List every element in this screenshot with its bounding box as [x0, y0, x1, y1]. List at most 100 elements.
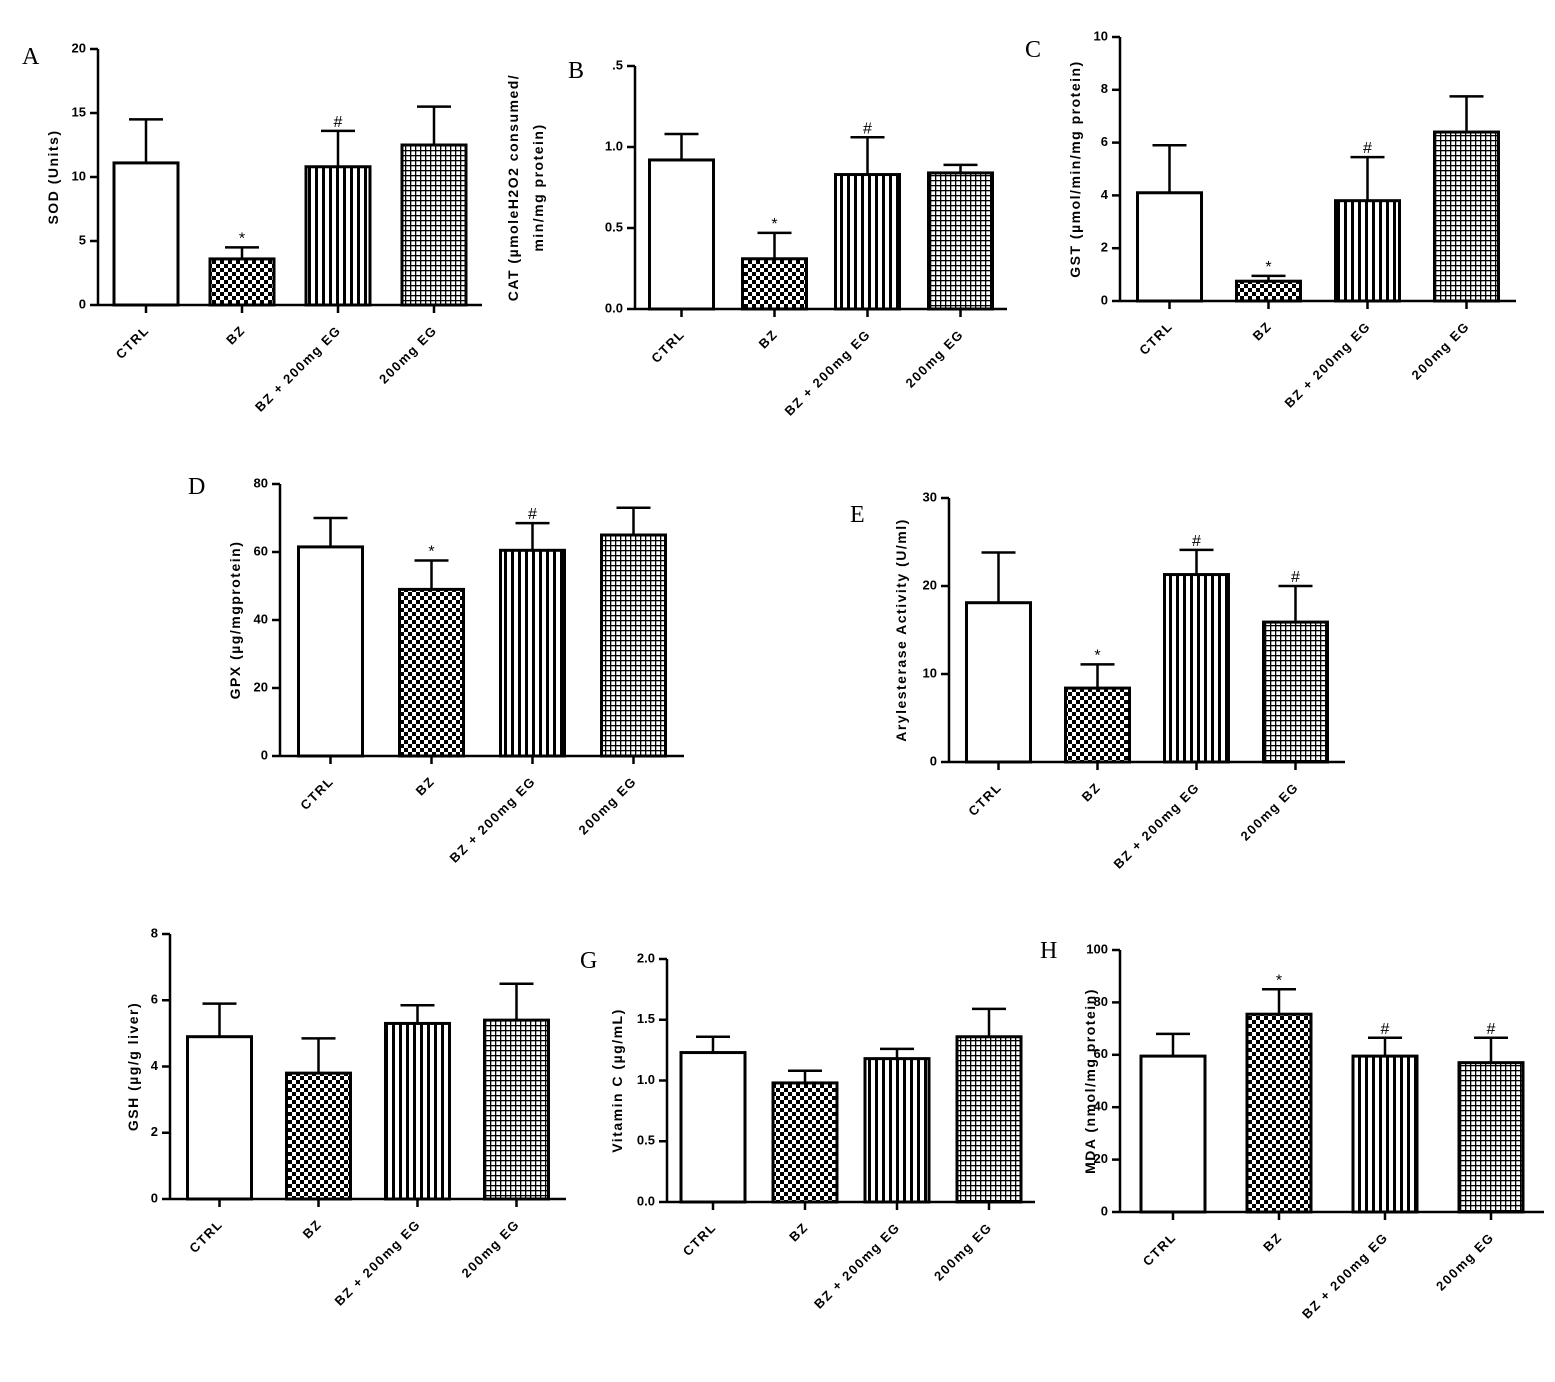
x-tick-label: 200mg EG — [903, 327, 967, 391]
bar — [1064, 686, 1131, 764]
bar — [600, 533, 667, 758]
x-tick-label: BZ + 200mg EG — [811, 1220, 903, 1312]
bar — [1457, 1061, 1525, 1214]
y-tick-label: 0 — [1101, 1203, 1108, 1218]
y-tick-label: 20 — [72, 40, 86, 55]
y-tick-label: 80 — [254, 475, 268, 490]
bar — [863, 1057, 931, 1204]
y-tick-label: 20 — [254, 679, 268, 694]
significance-mark: * — [1094, 647, 1100, 664]
x-tick-label: BZ — [1260, 1230, 1285, 1255]
significance-mark: # — [334, 114, 343, 131]
bar — [1262, 620, 1329, 764]
y-tick-label: 1.0 — [637, 1072, 655, 1087]
bar — [834, 173, 901, 311]
significance-mark: * — [239, 230, 245, 247]
bar — [1245, 1012, 1313, 1214]
x-tick-label: CTRL — [1140, 1230, 1179, 1269]
bar — [1163, 573, 1230, 764]
significance-mark: # — [1291, 569, 1300, 586]
x-tick-label: BZ — [786, 1220, 811, 1245]
significance-mark: # — [863, 120, 872, 137]
bar — [1139, 1054, 1207, 1214]
x-tick-label: 200mg EG — [1238, 780, 1302, 844]
y-axis-label: GST (µmol/min/mg protein) — [1067, 60, 1083, 277]
y-tick-label: 2.0 — [637, 950, 655, 965]
x-tick-label: CTRL — [965, 780, 1004, 819]
significance-mark: # — [1363, 140, 1372, 157]
y-tick-label: 2 — [151, 1124, 158, 1139]
panel-letter: D — [188, 474, 205, 500]
x-tick-label: 200mg EG — [931, 1220, 995, 1284]
y-axis-label: GSH (µg/g liver) — [125, 1002, 141, 1131]
y-tick-label: 0.5 — [605, 219, 623, 234]
x-tick-label: BZ + 200mg EG — [1282, 319, 1374, 411]
y-tick-label: 0.5 — [637, 1133, 655, 1148]
bar — [499, 548, 566, 758]
x-tick-label: BZ + 200mg EG — [252, 323, 344, 415]
x-tick-label: 200mg EG — [376, 323, 440, 387]
significance-mark: # — [1381, 1021, 1390, 1038]
bar — [304, 165, 372, 307]
bar — [965, 601, 1032, 764]
x-tick-label: CTRL — [297, 774, 336, 813]
panel-letter: H — [1040, 938, 1057, 964]
significance-mark: # — [1192, 533, 1201, 550]
y-tick-label: 8 — [1101, 81, 1108, 96]
y-tick-label: 0 — [79, 296, 86, 311]
panel-letter: A — [22, 44, 40, 70]
bar — [771, 1081, 839, 1204]
bar — [1334, 199, 1401, 303]
y-tick-label: 2 — [1101, 240, 1108, 255]
bar — [400, 143, 468, 307]
y-tick-label: 40 — [1094, 1099, 1108, 1114]
bar — [679, 1051, 747, 1204]
y-axis-label: SOD (Units) — [45, 129, 61, 224]
y-axis-label: min/mg protein) — [530, 123, 546, 251]
bar — [1351, 1054, 1419, 1214]
bar — [384, 1021, 451, 1201]
significance-mark: * — [428, 544, 434, 561]
x-tick-label: BZ — [223, 323, 248, 348]
x-tick-label: BZ + 200mg EG — [1111, 780, 1203, 872]
y-tick-label: 20 — [1094, 1151, 1108, 1166]
panel-letter: C — [1025, 37, 1041, 63]
y-tick-label: 30 — [923, 489, 937, 504]
x-tick-label: BZ — [756, 327, 781, 352]
y-tick-label: 80 — [1094, 994, 1108, 1009]
y-tick-label: 10 — [923, 665, 937, 680]
y-tick-label: 1.0 — [605, 138, 623, 153]
y-tick-label: .5 — [612, 57, 623, 72]
y-tick-label: 4 — [151, 1058, 159, 1073]
x-tick-label: CTRL — [1136, 319, 1175, 358]
y-tick-label: 60 — [1094, 1046, 1108, 1061]
y-tick-label: 100 — [1086, 941, 1108, 956]
panel-letter: E — [850, 502, 865, 528]
y-tick-label: 10 — [72, 168, 86, 183]
y-tick-label: 10 — [1094, 28, 1108, 43]
significance-mark: * — [771, 216, 777, 233]
bar — [483, 1018, 550, 1201]
y-tick-label: 0 — [1101, 292, 1108, 307]
bar — [955, 1035, 1023, 1204]
bar — [648, 158, 715, 311]
y-tick-label: 0.0 — [637, 1193, 655, 1208]
bar — [741, 257, 808, 311]
y-tick-label: 0.0 — [605, 300, 623, 315]
bar — [927, 171, 994, 311]
x-tick-label: CTRL — [186, 1217, 225, 1256]
y-tick-label: 15 — [72, 104, 86, 119]
y-axis-label: MDA (nmol/mg protein) — [1082, 988, 1098, 1174]
bar — [1136, 191, 1203, 303]
y-axis-label: Vitamin C (µg/mL) — [609, 1008, 625, 1153]
x-tick-label: BZ + 200mg EG — [1299, 1230, 1391, 1322]
bar — [186, 1035, 253, 1201]
x-tick-label: CTRL — [648, 327, 687, 366]
y-tick-label: 0 — [261, 747, 268, 762]
x-tick-label: 200mg EG — [459, 1217, 523, 1281]
x-tick-label: BZ — [413, 774, 438, 799]
bar — [112, 161, 180, 307]
y-tick-label: 8 — [151, 925, 158, 940]
